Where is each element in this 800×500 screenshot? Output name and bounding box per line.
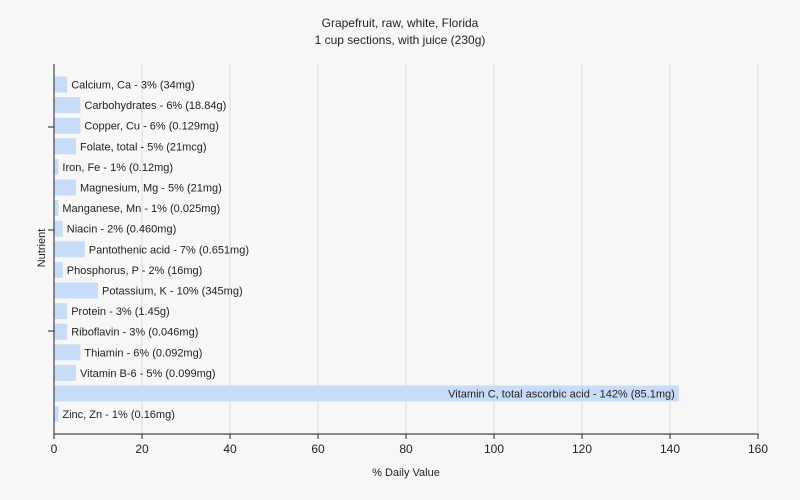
x-tick-label: 60	[311, 442, 325, 456]
x-tick-label: 120	[572, 442, 592, 456]
bar-label: Riboflavin - 3% (0.046mg)	[71, 327, 198, 339]
bar	[54, 303, 68, 320]
bar-label: Zinc, Zn - 1% (0.16mg)	[62, 409, 174, 421]
bar-label: Potassium, K - 10% (345mg)	[102, 286, 243, 298]
bar	[54, 158, 59, 175]
bar-label: Carbohydrates - 6% (18.84g)	[84, 100, 226, 112]
y-axis-label: Nutrient	[36, 229, 48, 268]
bar	[54, 179, 76, 196]
bar-label: Niacin - 2% (0.460mg)	[67, 224, 176, 236]
axes: 0 20 40 60 80 100 120 140 160	[48, 64, 768, 456]
bar-label: Vitamin B-6 - 5% (0.099mg)	[80, 368, 216, 380]
x-axis-label: % Daily Value	[372, 467, 440, 479]
bar-label: Pantothenic acid - 7% (0.651mg)	[89, 244, 249, 256]
bar-label: Phosphorus, P - 2% (16mg)	[67, 265, 203, 277]
bar-label: Magnesium, Mg - 5% (21mg)	[80, 183, 222, 195]
bar	[54, 282, 98, 299]
grid-lines	[141, 64, 759, 434]
bar-label: Copper, Cu - 6% (0.129mg)	[84, 121, 219, 133]
bar-label: Protein - 3% (1.45g)	[71, 306, 169, 318]
bar	[54, 385, 679, 402]
x-tick-label: 140	[660, 442, 680, 456]
bar	[54, 241, 85, 258]
bar	[54, 117, 81, 134]
bar	[54, 97, 81, 114]
bar	[54, 344, 81, 361]
bar-label: Vitamin C, total ascorbic acid - 142% (8…	[448, 389, 675, 401]
bar-label: Manganese, Mn - 1% (0.025mg)	[62, 203, 220, 215]
x-tick-label: 80	[399, 442, 413, 456]
bar	[54, 261, 63, 278]
bar	[54, 138, 76, 155]
x-tick-label: 0	[51, 442, 58, 456]
bar-label: Folate, total - 5% (21mcg)	[80, 141, 207, 153]
x-tick-label: 40	[223, 442, 237, 456]
bar	[54, 323, 68, 340]
bar-label: Calcium, Ca - 3% (34mg)	[71, 80, 194, 92]
bars: Calcium, Ca - 3% (34mg) Carbohydrates - 6…	[54, 76, 679, 423]
x-tick-label: 20	[135, 442, 149, 456]
x-tick-label: 160	[748, 442, 768, 456]
x-tick-label: 100	[484, 442, 504, 456]
bar	[54, 76, 68, 93]
bar	[54, 364, 76, 381]
bar	[54, 200, 59, 217]
bar	[54, 406, 59, 423]
bar-label: Thiamin - 6% (0.092mg)	[84, 347, 202, 359]
bar	[54, 220, 63, 237]
chart-title: Grapefruit, raw, white, Florida	[322, 16, 479, 30]
chart-subtitle: 1 cup sections, with juice (230g)	[315, 33, 486, 47]
bar-label: Iron, Fe - 1% (0.12mg)	[62, 162, 173, 174]
